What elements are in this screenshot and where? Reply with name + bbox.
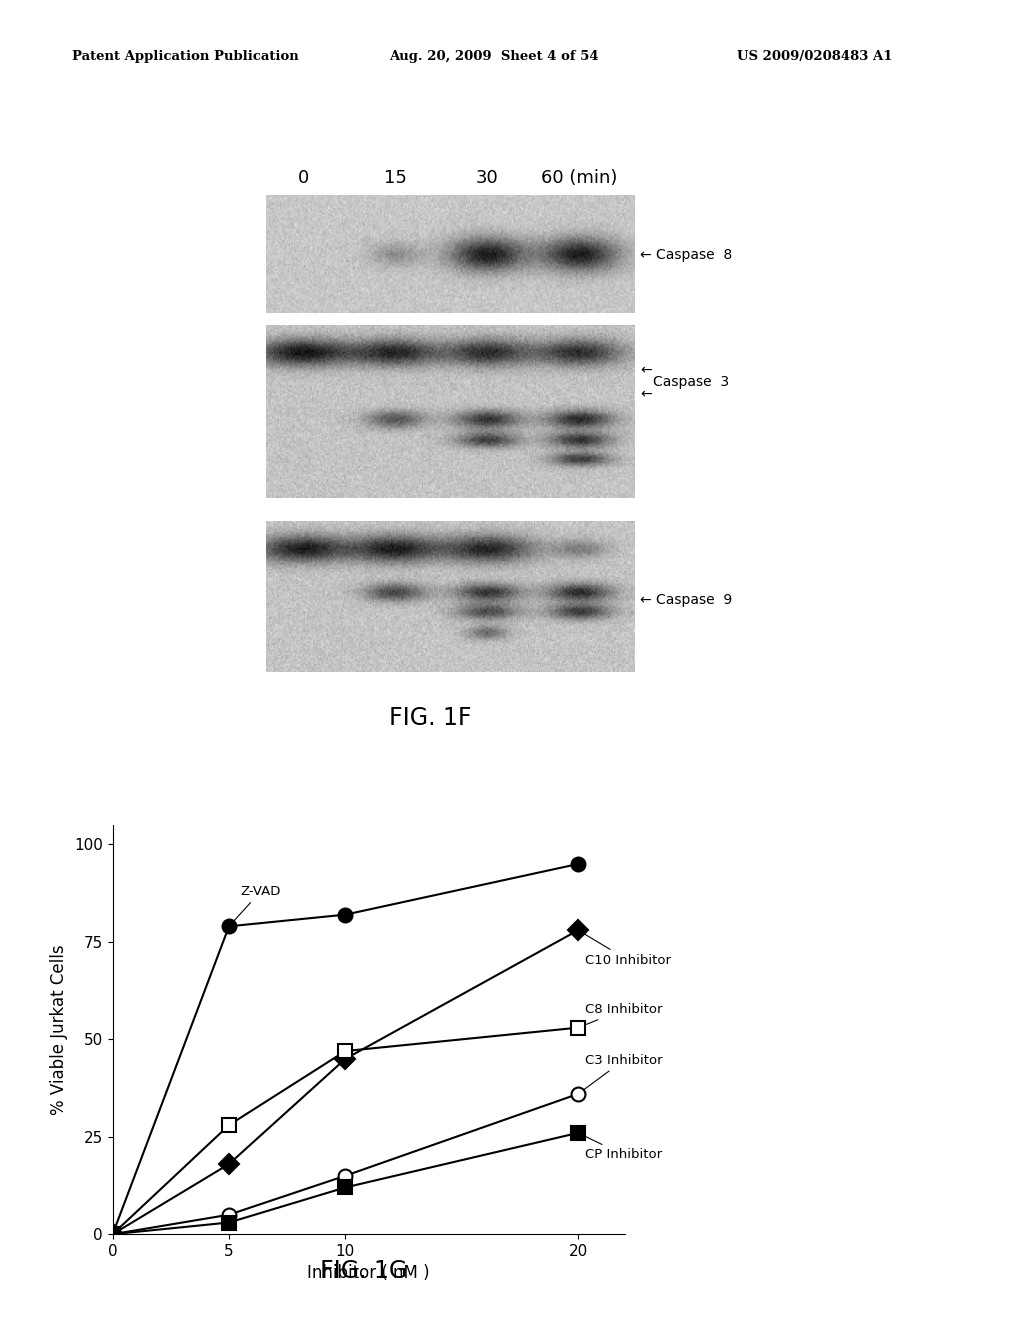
Y-axis label: % Viable Jurkat Cells: % Viable Jurkat Cells (50, 944, 69, 1115)
Text: ←: ← (640, 363, 651, 378)
Text: US 2009/0208483 A1: US 2009/0208483 A1 (737, 50, 893, 63)
Text: Aug. 20, 2009  Sheet 4 of 54: Aug. 20, 2009 Sheet 4 of 54 (389, 50, 599, 63)
Text: Z-VAD: Z-VAD (230, 884, 281, 924)
Text: ←: ← (640, 387, 651, 401)
Text: ← Caspase  9: ← Caspase 9 (640, 593, 732, 607)
Text: C8 Inhibitor: C8 Inhibitor (581, 1003, 663, 1027)
Text: C3 Inhibitor: C3 Inhibitor (581, 1053, 663, 1092)
Text: FIG. 1F: FIG. 1F (389, 706, 471, 730)
Text: 60 (min): 60 (min) (542, 169, 617, 187)
Text: FIG. 1G: FIG. 1G (319, 1259, 408, 1283)
Text: 30: 30 (476, 169, 499, 187)
Text: CP Inhibitor: CP Inhibitor (581, 1134, 663, 1162)
Text: C10 Inhibitor: C10 Inhibitor (581, 932, 671, 966)
Text: Caspase  3: Caspase 3 (653, 375, 729, 389)
Text: 0: 0 (298, 169, 308, 187)
X-axis label: Inhibitor ( nM ): Inhibitor ( nM ) (307, 1265, 430, 1283)
Text: ← Caspase  8: ← Caspase 8 (640, 248, 732, 261)
Text: 15: 15 (384, 169, 407, 187)
Text: Patent Application Publication: Patent Application Publication (72, 50, 298, 63)
